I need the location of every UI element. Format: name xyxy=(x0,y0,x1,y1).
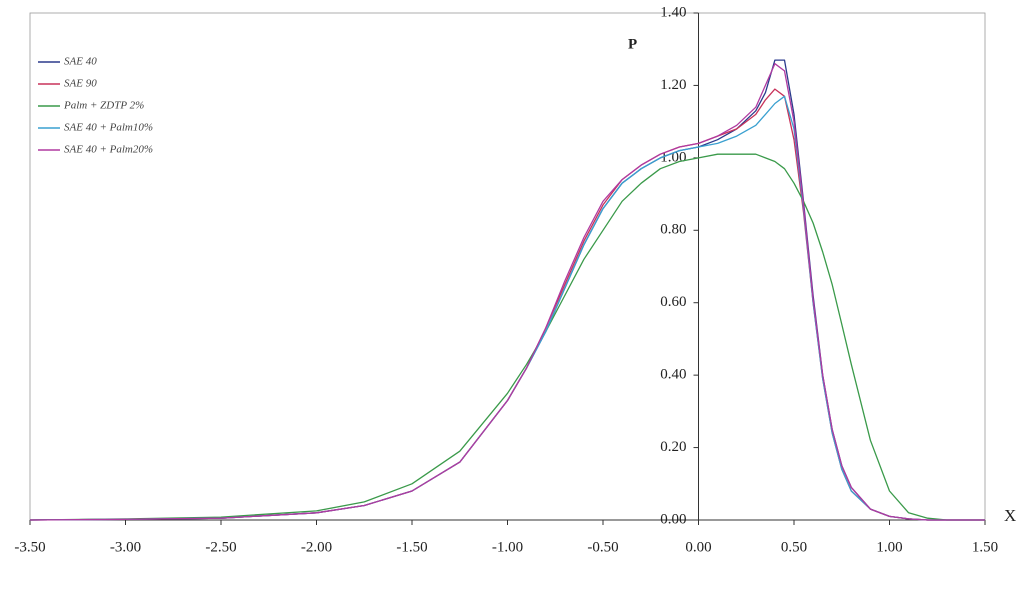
legend-label: SAE 40 + Palm20% xyxy=(64,144,153,156)
legend: SAE 40 SAE 90 Palm + ZDTP 2% SAE 40 + Palm1… xyxy=(38,56,153,156)
legend-label: SAE 40 + Palm10% xyxy=(64,122,153,134)
series-line xyxy=(29,63,985,521)
series-line xyxy=(29,88,985,521)
legend-label: SAE 40 xyxy=(64,56,97,68)
y-tick-label: 0.00 xyxy=(660,511,686,527)
series-line xyxy=(29,59,985,521)
x-tick-label: 0.00 xyxy=(685,539,711,555)
y-tick-label: 1.20 xyxy=(660,77,686,93)
x-tick-label: -0.50 xyxy=(587,539,618,555)
series-line xyxy=(29,95,985,521)
x-axis-title: X xyxy=(1004,506,1016,525)
x-tick-label: -3.50 xyxy=(14,539,45,555)
y-tick-label: 0.80 xyxy=(660,222,686,238)
y-tick-label: 1.00 xyxy=(660,149,686,165)
series-line xyxy=(29,153,985,521)
x-tick-label: 1.50 xyxy=(972,539,998,555)
x-tick-label: -2.50 xyxy=(205,539,236,555)
x-tick-label: -1.50 xyxy=(396,539,427,555)
legend-label: Palm + ZDTP 2% xyxy=(63,100,144,112)
y-tick-label: 0.20 xyxy=(660,439,686,455)
y-axis-title: P xyxy=(628,36,637,52)
x-tick-label: -2.00 xyxy=(301,539,332,555)
x-tick-label: -3.00 xyxy=(110,539,141,555)
x-tick-label: 0.50 xyxy=(781,539,807,555)
x-tick-label: -1.00 xyxy=(492,539,523,555)
y-tick-label: 0.60 xyxy=(660,294,686,310)
x-tick-label: 1.00 xyxy=(876,539,902,555)
y-tick-label: 1.40 xyxy=(660,4,686,20)
plot-frame xyxy=(29,12,986,521)
y-tick-label: 0.40 xyxy=(660,367,686,383)
legend-label: SAE 90 xyxy=(64,78,97,90)
